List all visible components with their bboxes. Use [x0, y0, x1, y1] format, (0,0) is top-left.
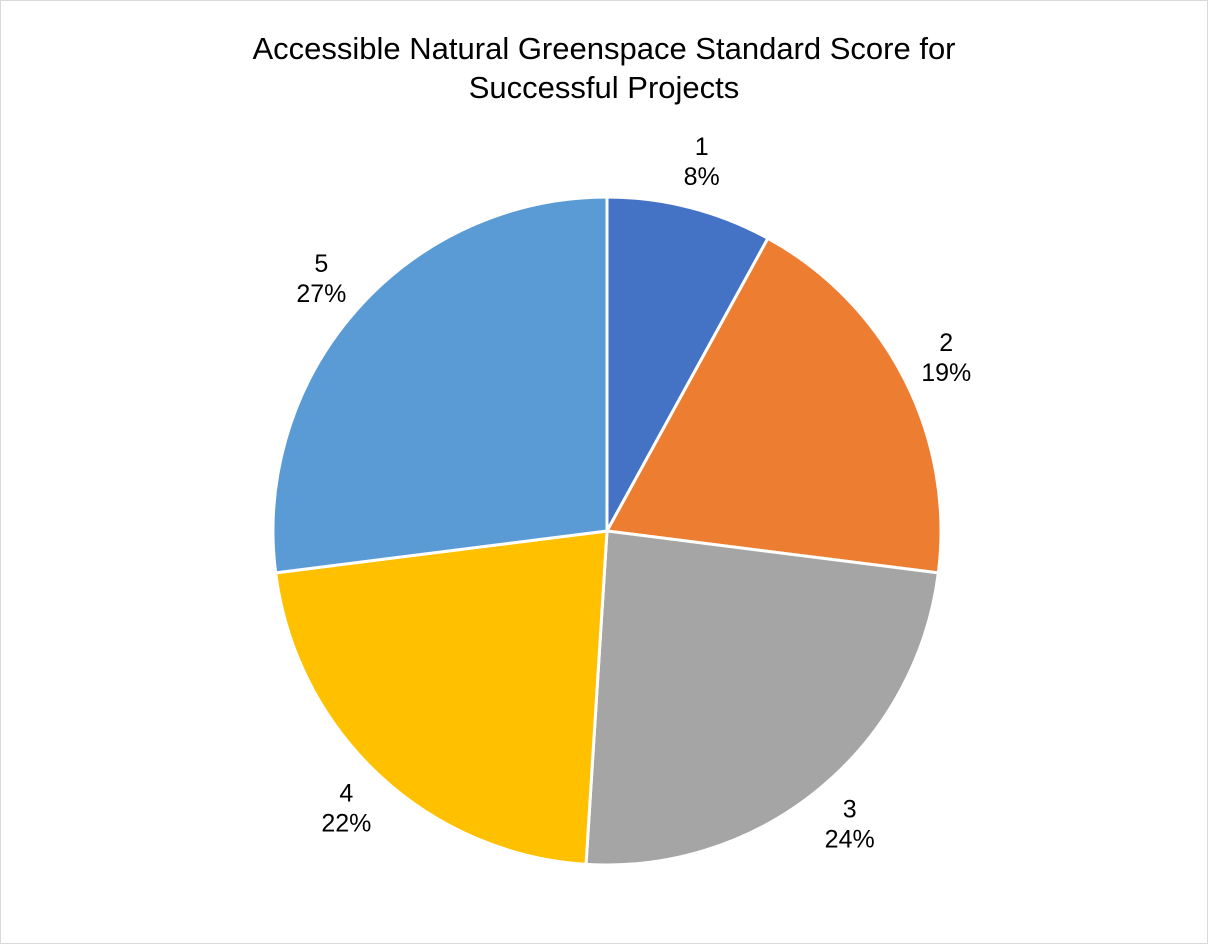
data-label-percent: 24%	[825, 825, 875, 853]
data-label-percent: 22%	[321, 810, 371, 838]
data-label-5: 527%	[296, 250, 346, 308]
data-label-percent: 19%	[921, 359, 971, 387]
pie-slices	[271, 195, 943, 867]
data-label-3: 324%	[825, 795, 875, 853]
chart-title: Accessible Natural Greenspace Standard S…	[1, 29, 1207, 107]
data-label-category: 4	[339, 780, 353, 808]
pie-slice-3	[584, 529, 940, 867]
pie-slice-4	[274, 529, 609, 866]
chart-title-line-2: Successful Projects	[468, 70, 740, 105]
pie-slice-5	[271, 195, 609, 575]
data-label-1: 18%	[684, 133, 720, 191]
data-label-category: 3	[843, 795, 857, 823]
pie-slice-2	[605, 236, 943, 575]
data-label-percent: 27%	[296, 280, 346, 308]
pie-slice-1	[605, 195, 770, 533]
data-label-2: 219%	[921, 329, 971, 387]
data-label-category: 2	[939, 329, 953, 357]
data-label-category: 5	[314, 250, 328, 278]
chart-title-line-1: Accessible Natural Greenspace Standard S…	[252, 31, 956, 66]
pie-data-labels: 18% 219% 324% 422% 527%	[296, 133, 971, 853]
data-label-4: 422%	[321, 780, 371, 838]
data-label-percent: 8%	[684, 163, 720, 191]
data-label-category: 1	[695, 133, 709, 161]
